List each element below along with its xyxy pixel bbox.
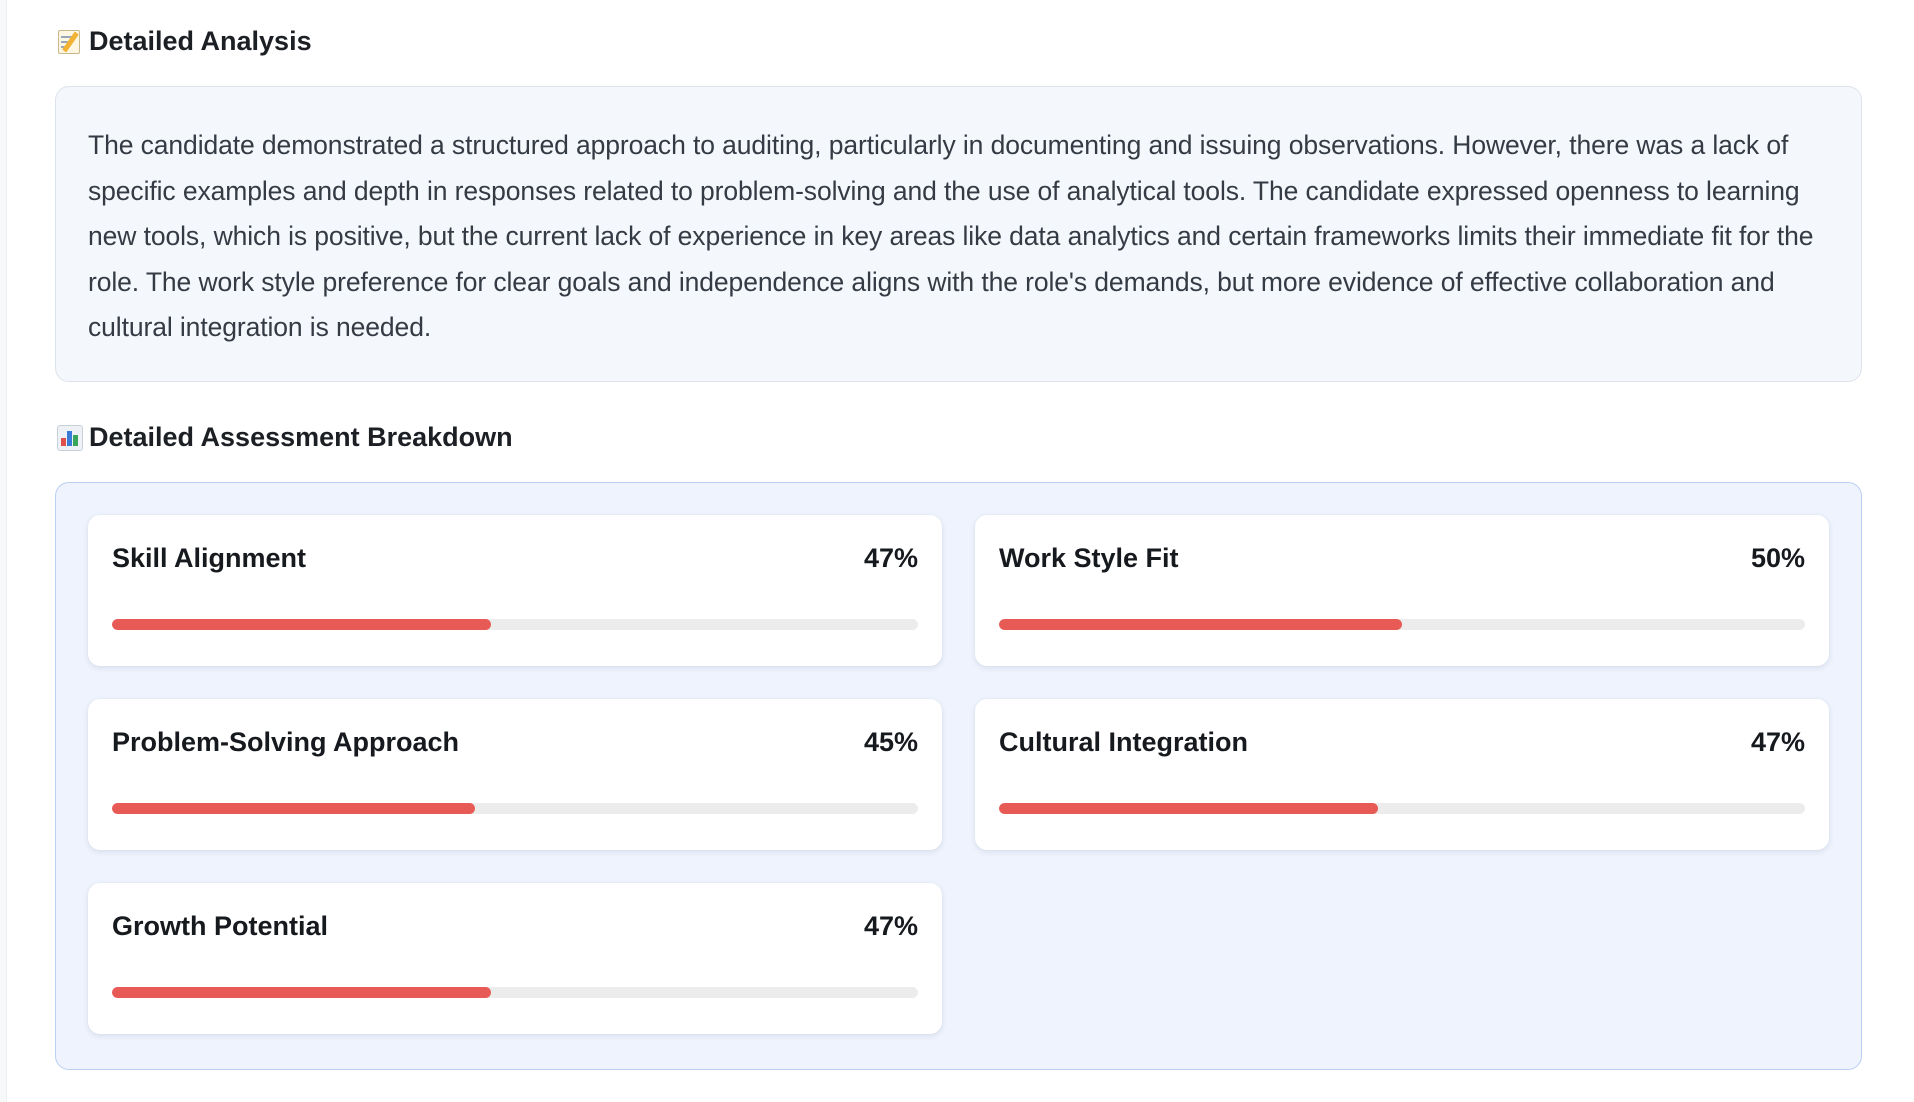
progress-track bbox=[112, 619, 918, 630]
metric-card-growth-potential: Growth Potential 47% bbox=[88, 883, 942, 1034]
metric-value: 47% bbox=[863, 543, 918, 573]
progress-track bbox=[112, 803, 918, 814]
metric-name: Growth Potential bbox=[112, 911, 328, 941]
progress-track bbox=[999, 619, 1805, 630]
metric-value: 50% bbox=[1750, 543, 1805, 573]
metric-name: Problem-Solving Approach bbox=[112, 727, 460, 757]
metric-card-cultural-integration: Cultural Integration 47% bbox=[975, 699, 1829, 850]
assessment-breakdown-title: Detailed Assessment Breakdown bbox=[89, 421, 513, 452]
detailed-analysis-heading: Detailed Analysis bbox=[55, 24, 312, 58]
progress-fill bbox=[999, 803, 1378, 814]
assessment-breakdown-heading: Detailed Assessment Breakdown bbox=[55, 420, 513, 454]
analysis-text: The candidate demonstrated a structured … bbox=[88, 130, 1814, 342]
metric-card-work-style-fit: Work Style Fit 50% bbox=[975, 515, 1829, 666]
progress-fill bbox=[112, 987, 491, 998]
progress-track bbox=[999, 803, 1805, 814]
metric-name: Cultural Integration bbox=[999, 727, 1248, 757]
metric-name: Skill Alignment bbox=[112, 543, 307, 573]
metric-name: Work Style Fit bbox=[999, 543, 1179, 573]
progress-fill bbox=[112, 803, 475, 814]
metric-value: 47% bbox=[863, 911, 918, 941]
memo-icon bbox=[55, 27, 83, 55]
analysis-panel: The candidate demonstrated a structured … bbox=[55, 86, 1862, 382]
metric-value: 47% bbox=[1750, 727, 1805, 757]
metric-card-problem-solving-approach: Problem-Solving Approach 45% bbox=[88, 699, 942, 850]
bar-chart-icon bbox=[55, 423, 83, 451]
progress-track bbox=[112, 987, 918, 998]
detailed-analysis-title: Detailed Analysis bbox=[89, 25, 312, 56]
progress-fill bbox=[112, 619, 491, 630]
metric-card-skill-alignment: Skill Alignment 47% bbox=[88, 515, 942, 666]
assessment-breakdown-panel: Skill Alignment 47% Work Style Fit 50% P… bbox=[55, 482, 1862, 1070]
page: Detailed Analysis The candidate demonstr… bbox=[6, 0, 1914, 1102]
metric-value: 45% bbox=[863, 727, 918, 757]
progress-fill bbox=[999, 619, 1402, 630]
